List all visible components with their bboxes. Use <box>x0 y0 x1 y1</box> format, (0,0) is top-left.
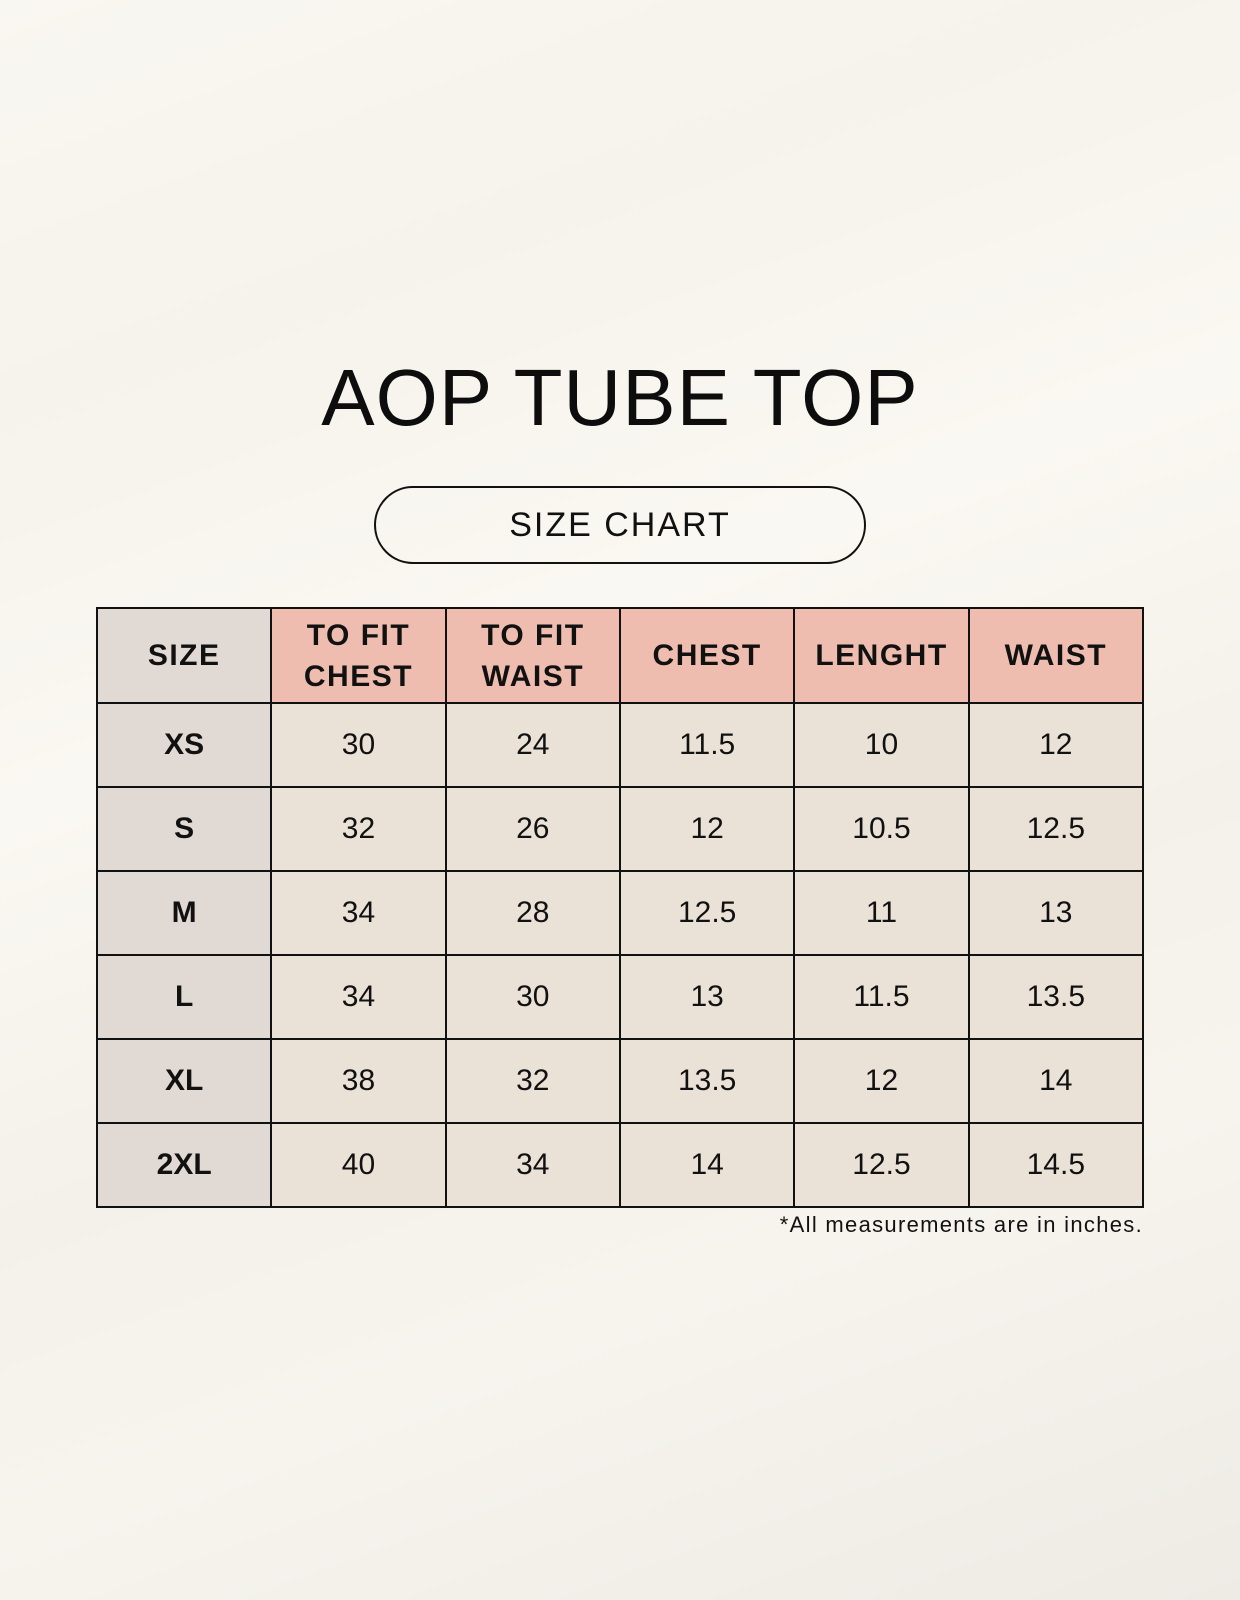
measurement-cell: 14 <box>618 1122 796 1208</box>
measurement-cell: 12.5 <box>793 1122 970 1208</box>
measurement-cell: 30 <box>444 954 621 1040</box>
size-cell: XS <box>95 702 273 788</box>
column-header: LENGHT <box>793 607 970 704</box>
measurement-cell: 13 <box>618 954 796 1040</box>
column-header: TO FIT WAIST <box>444 607 621 704</box>
size-cell: XL <box>95 1038 273 1124</box>
size-chart-label: SIZE CHART <box>374 486 866 564</box>
measurement-cell: 11.5 <box>618 702 796 788</box>
measurement-cell: 14 <box>967 1038 1145 1124</box>
size-cell: S <box>95 786 273 872</box>
measurement-cell: 32 <box>444 1038 621 1124</box>
measurement-cell: 32 <box>270 786 447 872</box>
size-cell: L <box>95 954 273 1040</box>
measurement-cell: 12 <box>618 786 796 872</box>
size-chart-table: SIZE TO FIT CHEST TO FIT WAIST CHEST LENGHT W… <box>95 607 1145 1208</box>
measurement-cell: 12.5 <box>967 786 1145 872</box>
table-row: L 34 30 13 11.5 13.5 <box>95 954 1145 1040</box>
measurement-cell: 11.5 <box>793 954 970 1040</box>
table-row: M 34 28 12.5 11 13 <box>95 870 1145 956</box>
footnote: *All measurements are in inches. <box>779 1212 1143 1237</box>
measurement-cell: 34 <box>444 1122 621 1208</box>
measurement-cell: 12.5 <box>618 870 796 956</box>
measurement-cell: 28 <box>444 870 621 956</box>
table-row: XL 38 32 13.5 12 14 <box>95 1038 1145 1124</box>
measurement-cell: 13.5 <box>618 1038 796 1124</box>
measurement-cell: 13 <box>967 870 1145 956</box>
measurement-cell: 40 <box>270 1122 447 1208</box>
measurement-cell: 11 <box>793 870 970 956</box>
measurement-cell: 24 <box>444 702 621 788</box>
column-header: CHEST <box>618 607 796 704</box>
measurement-cell: 34 <box>270 870 447 956</box>
measurement-cell: 13.5 <box>967 954 1145 1040</box>
table-row: XS 30 24 11.5 10 12 <box>95 702 1145 788</box>
measurement-cell: 38 <box>270 1038 447 1124</box>
column-header: SIZE <box>95 607 273 704</box>
measurement-cell: 10.5 <box>793 786 970 872</box>
page-title: AOP TUBE TOP <box>321 353 919 442</box>
size-cell: 2XL <box>95 1122 273 1208</box>
measurement-cell: 34 <box>270 954 447 1040</box>
size-cell: M <box>95 870 273 956</box>
measurement-cell: 12 <box>793 1038 970 1124</box>
table-row: 2XL 40 34 14 12.5 14.5 <box>95 1122 1145 1208</box>
table-row: S 32 26 12 10.5 12.5 <box>95 786 1145 872</box>
measurement-cell: 14.5 <box>967 1122 1145 1208</box>
measurement-cell: 30 <box>270 702 447 788</box>
measurement-cell: 10 <box>793 702 970 788</box>
measurement-cell: 12 <box>967 702 1145 788</box>
column-header: WAIST <box>967 607 1145 704</box>
header-row: SIZE TO FIT CHEST TO FIT WAIST CHEST LENGHT W… <box>95 607 1145 704</box>
column-header: TO FIT CHEST <box>270 607 447 704</box>
measurement-cell: 26 <box>444 786 621 872</box>
